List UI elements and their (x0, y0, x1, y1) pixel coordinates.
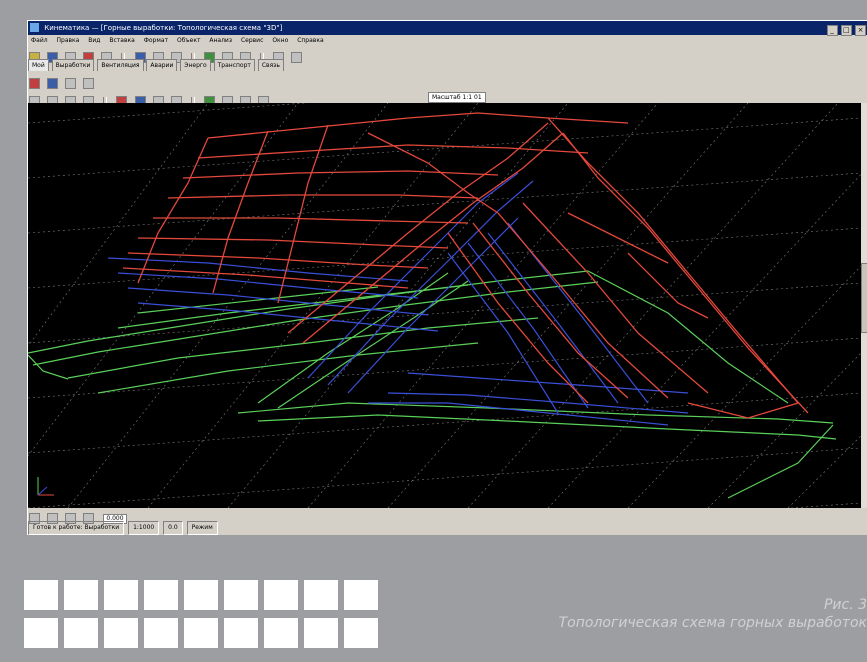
tab-workings[interactable]: Выработки (51, 59, 95, 71)
tab-ventilation[interactable]: Вентиляция (97, 59, 144, 71)
window-title: Кинематика — [Горные выработки: Топологи… (44, 24, 283, 32)
menu-tools[interactable]: Сервис (240, 37, 264, 44)
scale-field[interactable]: Масштаб 1:1 01 (428, 92, 486, 103)
toolbar-separator (121, 53, 126, 62)
prev-page-icon[interactable] (47, 513, 59, 524)
red-level-workings (122, 112, 809, 419)
toolbar-separator (190, 97, 195, 106)
decorative-squares (24, 580, 380, 652)
menu-format[interactable]: Формат (143, 37, 169, 44)
last-page-icon[interactable] (83, 513, 95, 524)
next-page-icon[interactable] (65, 513, 77, 524)
menu-insert[interactable]: Вставка (109, 37, 135, 44)
status-bar: Готов к работе: Выработки 1:1000 0.0 Реж… (28, 521, 867, 535)
decor-square (224, 580, 258, 610)
decor-square (64, 618, 98, 648)
close-button[interactable]: × (855, 25, 866, 36)
decor-square (144, 580, 178, 610)
figure-caption: Рис. 3 Топологическая схема горных выраб… (420, 596, 867, 632)
decor-square (304, 618, 338, 648)
status-mode: Режим (186, 521, 218, 535)
decor-square (184, 618, 218, 648)
coordinate-field[interactable]: 0.000 (103, 513, 127, 524)
decor-square (344, 618, 378, 648)
scrollbar-thumb[interactable] (861, 263, 867, 333)
toolbar-separator (260, 53, 265, 62)
draw-line-icon[interactable] (29, 78, 40, 89)
layer-value: 01 (474, 94, 482, 101)
toolbar-separator (190, 53, 195, 62)
menu-analysis[interactable]: Анализ (209, 37, 233, 44)
decor-square (24, 580, 58, 610)
tab-strip: Мой Выработки Вентиляция Аварии Энерго Т… (28, 59, 867, 71)
main-toolbar (28, 47, 867, 63)
secondary-toolbar (28, 73, 867, 89)
axis-indicator (37, 477, 54, 496)
decor-square (24, 618, 58, 648)
menu-file[interactable]: Файл (31, 37, 48, 44)
status-message: Готов к работе: Выработки (28, 521, 125, 535)
menu-view[interactable]: Вид (88, 37, 101, 44)
figure-number: Рис. 3 (823, 597, 867, 613)
tab-accidents[interactable]: Аварии (146, 59, 178, 71)
measure-icon[interactable] (65, 78, 77, 89)
app-icon (30, 23, 39, 32)
status-coord: 0.0 (163, 521, 183, 535)
draw-node-icon[interactable] (47, 78, 59, 89)
decor-square (144, 618, 178, 648)
decor-square (184, 580, 218, 610)
perspective-grid (28, 103, 861, 508)
vertical-scrollbar[interactable] (861, 103, 867, 508)
menu-bar: Файл Правка Вид Вставка Формат Объект Ан… (28, 35, 867, 47)
figure-text: Топологическая схема горных выработок (558, 615, 867, 631)
settings-icon[interactable] (83, 78, 95, 89)
menu-object[interactable]: Объект (176, 37, 201, 44)
decor-square (64, 580, 98, 610)
scale-label: Масштаб (432, 94, 461, 101)
scale-value: 1:1 (462, 94, 473, 101)
decor-square (344, 580, 378, 610)
menu-window[interactable]: Окно (272, 37, 289, 44)
toolbar-separator (103, 97, 108, 106)
tab-energy[interactable]: Энерго (180, 59, 211, 71)
decor-square (104, 618, 138, 648)
green-level-workings (28, 270, 837, 499)
decor-square (224, 618, 258, 648)
tab-main[interactable]: Мой (28, 59, 49, 71)
menu-help[interactable]: Справка (297, 37, 324, 44)
decor-square (264, 580, 298, 610)
status-scale: 1:1000 (128, 521, 160, 535)
menu-edit[interactable]: Правка (56, 37, 80, 44)
mine-workings-drawing (28, 103, 861, 508)
blue-level-workings (107, 172, 689, 426)
title-bar: Кинематика — [Горные выработки: Топологи… (28, 21, 867, 37)
3d-viewport[interactable] (28, 103, 861, 508)
tab-transport[interactable]: Транспорт (213, 59, 255, 71)
first-page-icon[interactable] (29, 513, 40, 524)
decor-square (264, 618, 298, 648)
app-window: Кинематика — [Горные выработки: Топологи… (27, 20, 867, 535)
select-icon[interactable] (291, 52, 303, 63)
tab-communication[interactable]: Связь (257, 59, 284, 71)
decor-square (304, 580, 338, 610)
bottom-toolbar: 0.000 (28, 508, 867, 524)
decor-square (104, 580, 138, 610)
window-controls: _ □ × (826, 23, 866, 37)
